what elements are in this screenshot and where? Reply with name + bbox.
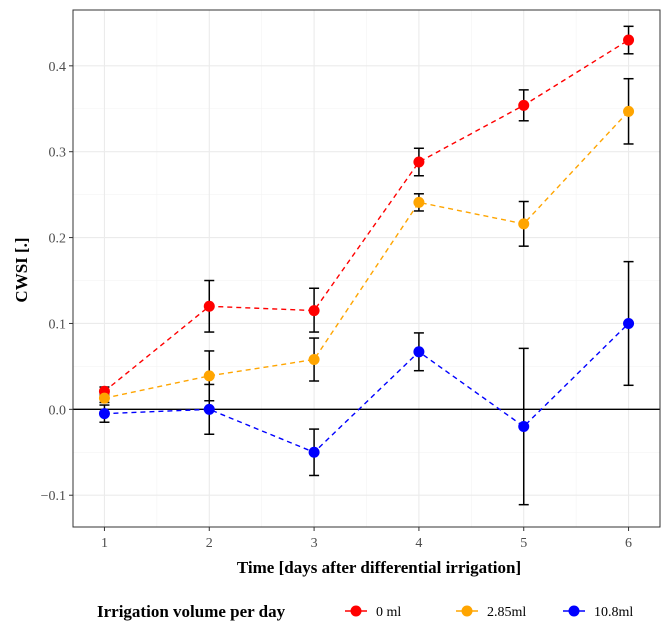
series-lines bbox=[104, 39, 630, 454]
data-point-s0-2 bbox=[308, 305, 320, 317]
legend-key-marker bbox=[461, 605, 473, 617]
y-axis-label: CWSI [.] bbox=[12, 237, 31, 302]
data-point-s2-3 bbox=[413, 346, 425, 358]
legend-label: 2.85ml bbox=[487, 605, 526, 620]
data-point-s1-2 bbox=[308, 354, 320, 366]
x-axis-ticks: 1 2 3 4 5 6 bbox=[101, 527, 632, 551]
data-point-s1-0 bbox=[98, 392, 110, 404]
x-tick-label-0: 1 bbox=[101, 536, 108, 551]
data-point-s2-0 bbox=[98, 408, 110, 420]
panel-border bbox=[72, 9, 661, 528]
legend-items: 0 ml 2.85ml 10.8ml bbox=[345, 605, 633, 620]
series-line-1 bbox=[104, 110, 630, 399]
x-tick-label-5: 6 bbox=[625, 536, 632, 551]
data-point-s1-4 bbox=[518, 218, 530, 230]
data-point-s2-2 bbox=[308, 446, 320, 458]
data-point-s2-4 bbox=[518, 421, 530, 433]
legend-key-marker bbox=[350, 605, 362, 617]
y-tick-label-3: 0.2 bbox=[49, 232, 67, 247]
data-point-s0-1 bbox=[203, 300, 215, 312]
data-point-s0-4 bbox=[518, 99, 530, 111]
legend-item-2: 10.8ml bbox=[563, 605, 633, 620]
legend: Irrigation volume per day 0 ml 2.85ml 10.8… bbox=[97, 602, 633, 621]
y-tick-label-0: −0.1 bbox=[41, 489, 66, 504]
y-tick-label-5: 0.4 bbox=[49, 60, 67, 75]
legend-title: Irrigation volume per day bbox=[97, 602, 286, 621]
data-point-s1-5 bbox=[623, 105, 635, 117]
y-axis-ticks: −0.1 0.0 0.1 0.2 0.3 0.4 bbox=[41, 60, 73, 504]
y-tick-label-1: 0.0 bbox=[49, 403, 67, 418]
series-line-0 bbox=[104, 39, 629, 392]
data-point-s2-1 bbox=[203, 403, 215, 415]
error-bars bbox=[99, 25, 634, 506]
minor-gridlines bbox=[73, 10, 660, 527]
data-point-s1-1 bbox=[203, 370, 215, 382]
y-tick-label-4: 0.3 bbox=[49, 146, 67, 161]
x-tick-label-3: 4 bbox=[415, 536, 422, 551]
legend-item-1: 2.85ml bbox=[456, 605, 526, 620]
data-point-s0-5 bbox=[623, 34, 635, 46]
y-tick-label-2: 0.1 bbox=[49, 317, 67, 332]
x-tick-label-4: 5 bbox=[520, 536, 527, 551]
legend-label: 0 ml bbox=[376, 605, 401, 620]
x-axis-label: Time [days after differential irrigation… bbox=[237, 558, 521, 577]
data-points bbox=[98, 34, 635, 458]
x-tick-label-1: 2 bbox=[206, 536, 213, 551]
legend-label: 10.8ml bbox=[594, 605, 633, 620]
legend-key-marker bbox=[568, 605, 580, 617]
series-line-2 bbox=[104, 322, 630, 454]
data-point-s1-3 bbox=[413, 196, 425, 208]
data-point-s0-3 bbox=[413, 156, 425, 168]
data-point-s2-5 bbox=[623, 317, 635, 329]
x-tick-label-2: 3 bbox=[311, 536, 318, 551]
legend-item-0: 0 ml bbox=[345, 605, 401, 620]
